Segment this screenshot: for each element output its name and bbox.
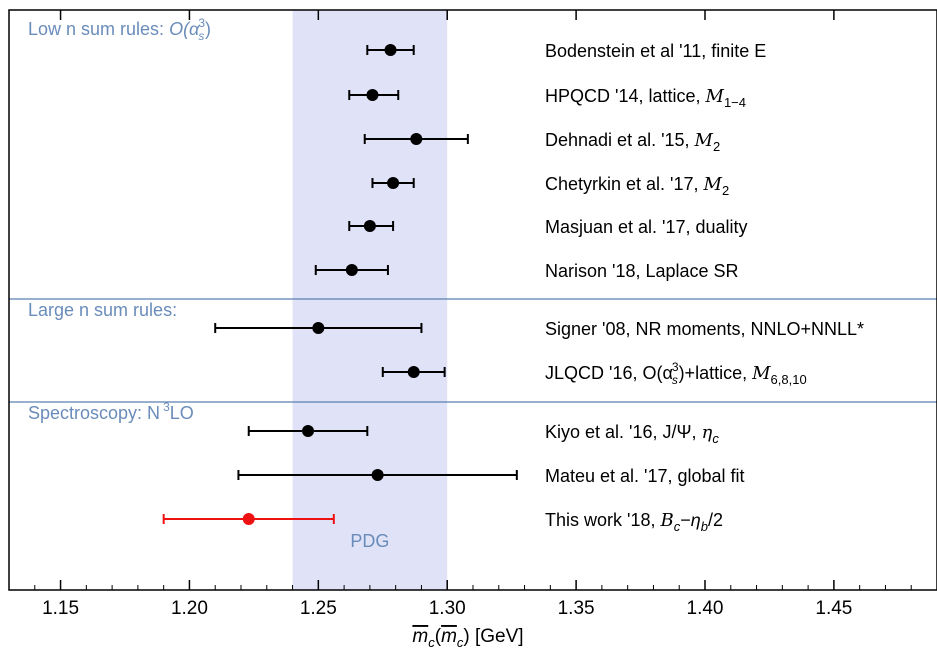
point-label: Narison '18, Laplace SR <box>545 261 739 281</box>
x-axis-ticks: 1.15 1.20 1.25 1.30 1.35 1.40 1.45 <box>8 10 937 619</box>
data-point <box>363 133 469 145</box>
data-point <box>381 366 446 378</box>
point-label: Mateu et al. '17, global fit <box>545 466 745 486</box>
central-value-marker <box>363 220 376 232</box>
data-point <box>214 322 423 334</box>
point-label: JLQCD '16, O(αs3)+lattice, M6,8,10 <box>545 360 807 387</box>
data-point <box>314 264 389 276</box>
data-point <box>348 89 400 101</box>
tick-label: 1.35 <box>558 598 595 619</box>
point-label: Kiyo et al. '16, J/Ψ, ηc <box>545 422 719 446</box>
pdg-band <box>292 10 448 590</box>
central-value-marker <box>371 469 384 481</box>
central-value-marker <box>242 513 255 525</box>
section-title: Spectroscopy: N 3LO <box>28 400 194 423</box>
data-point <box>247 425 369 437</box>
section-title: Low n sum rules: O(αs3) <box>28 16 211 43</box>
x-axis-label: mc(mc) [GeV] <box>412 626 523 648</box>
point-label: This work '18, Bc−ηb/2 <box>545 510 723 534</box>
central-value-marker <box>302 425 315 437</box>
tick-label: 1.45 <box>815 598 852 619</box>
point-label: Dehnadi et al. '15, M2 <box>545 130 720 154</box>
pdg-band-label: PDG <box>350 531 389 551</box>
tick-label: 1.25 <box>300 598 337 619</box>
tick-label: 1.30 <box>429 598 466 619</box>
data-point <box>162 513 335 525</box>
section-title: Large n sum rules: <box>28 300 177 320</box>
point-label: Bodenstein et al '11, finite E <box>545 41 766 61</box>
point-label: Signer '08, NR moments, NNLO+NNLL* <box>545 319 864 339</box>
central-value-marker <box>366 89 379 101</box>
central-value-marker <box>384 44 397 56</box>
data-point <box>348 220 395 232</box>
data-point <box>371 177 415 189</box>
data-point <box>366 44 415 56</box>
central-value-marker <box>312 322 325 334</box>
central-value-marker <box>345 264 358 276</box>
section-dividers <box>9 298 937 403</box>
tick-label: 1.40 <box>687 598 724 619</box>
point-label: Chetyrkin et al. '17, M2 <box>545 174 729 198</box>
point-label: Masjuan et al. '17, duality <box>545 217 748 237</box>
central-value-marker <box>407 366 420 378</box>
central-value-marker <box>387 177 400 189</box>
central-value-marker <box>410 133 423 145</box>
section-titles: Low n sum rules: O(αs3) Large n sum rules… <box>28 16 211 423</box>
point-label: HPQCD '14, lattice, M1−4 <box>545 86 746 110</box>
data-point <box>237 469 518 481</box>
tick-label: 1.15 <box>42 598 79 619</box>
data-points <box>162 44 518 525</box>
tick-label: 1.20 <box>171 598 208 619</box>
point-labels: Bodenstein et al '11, finite E HPQCD '14,… <box>545 41 864 534</box>
